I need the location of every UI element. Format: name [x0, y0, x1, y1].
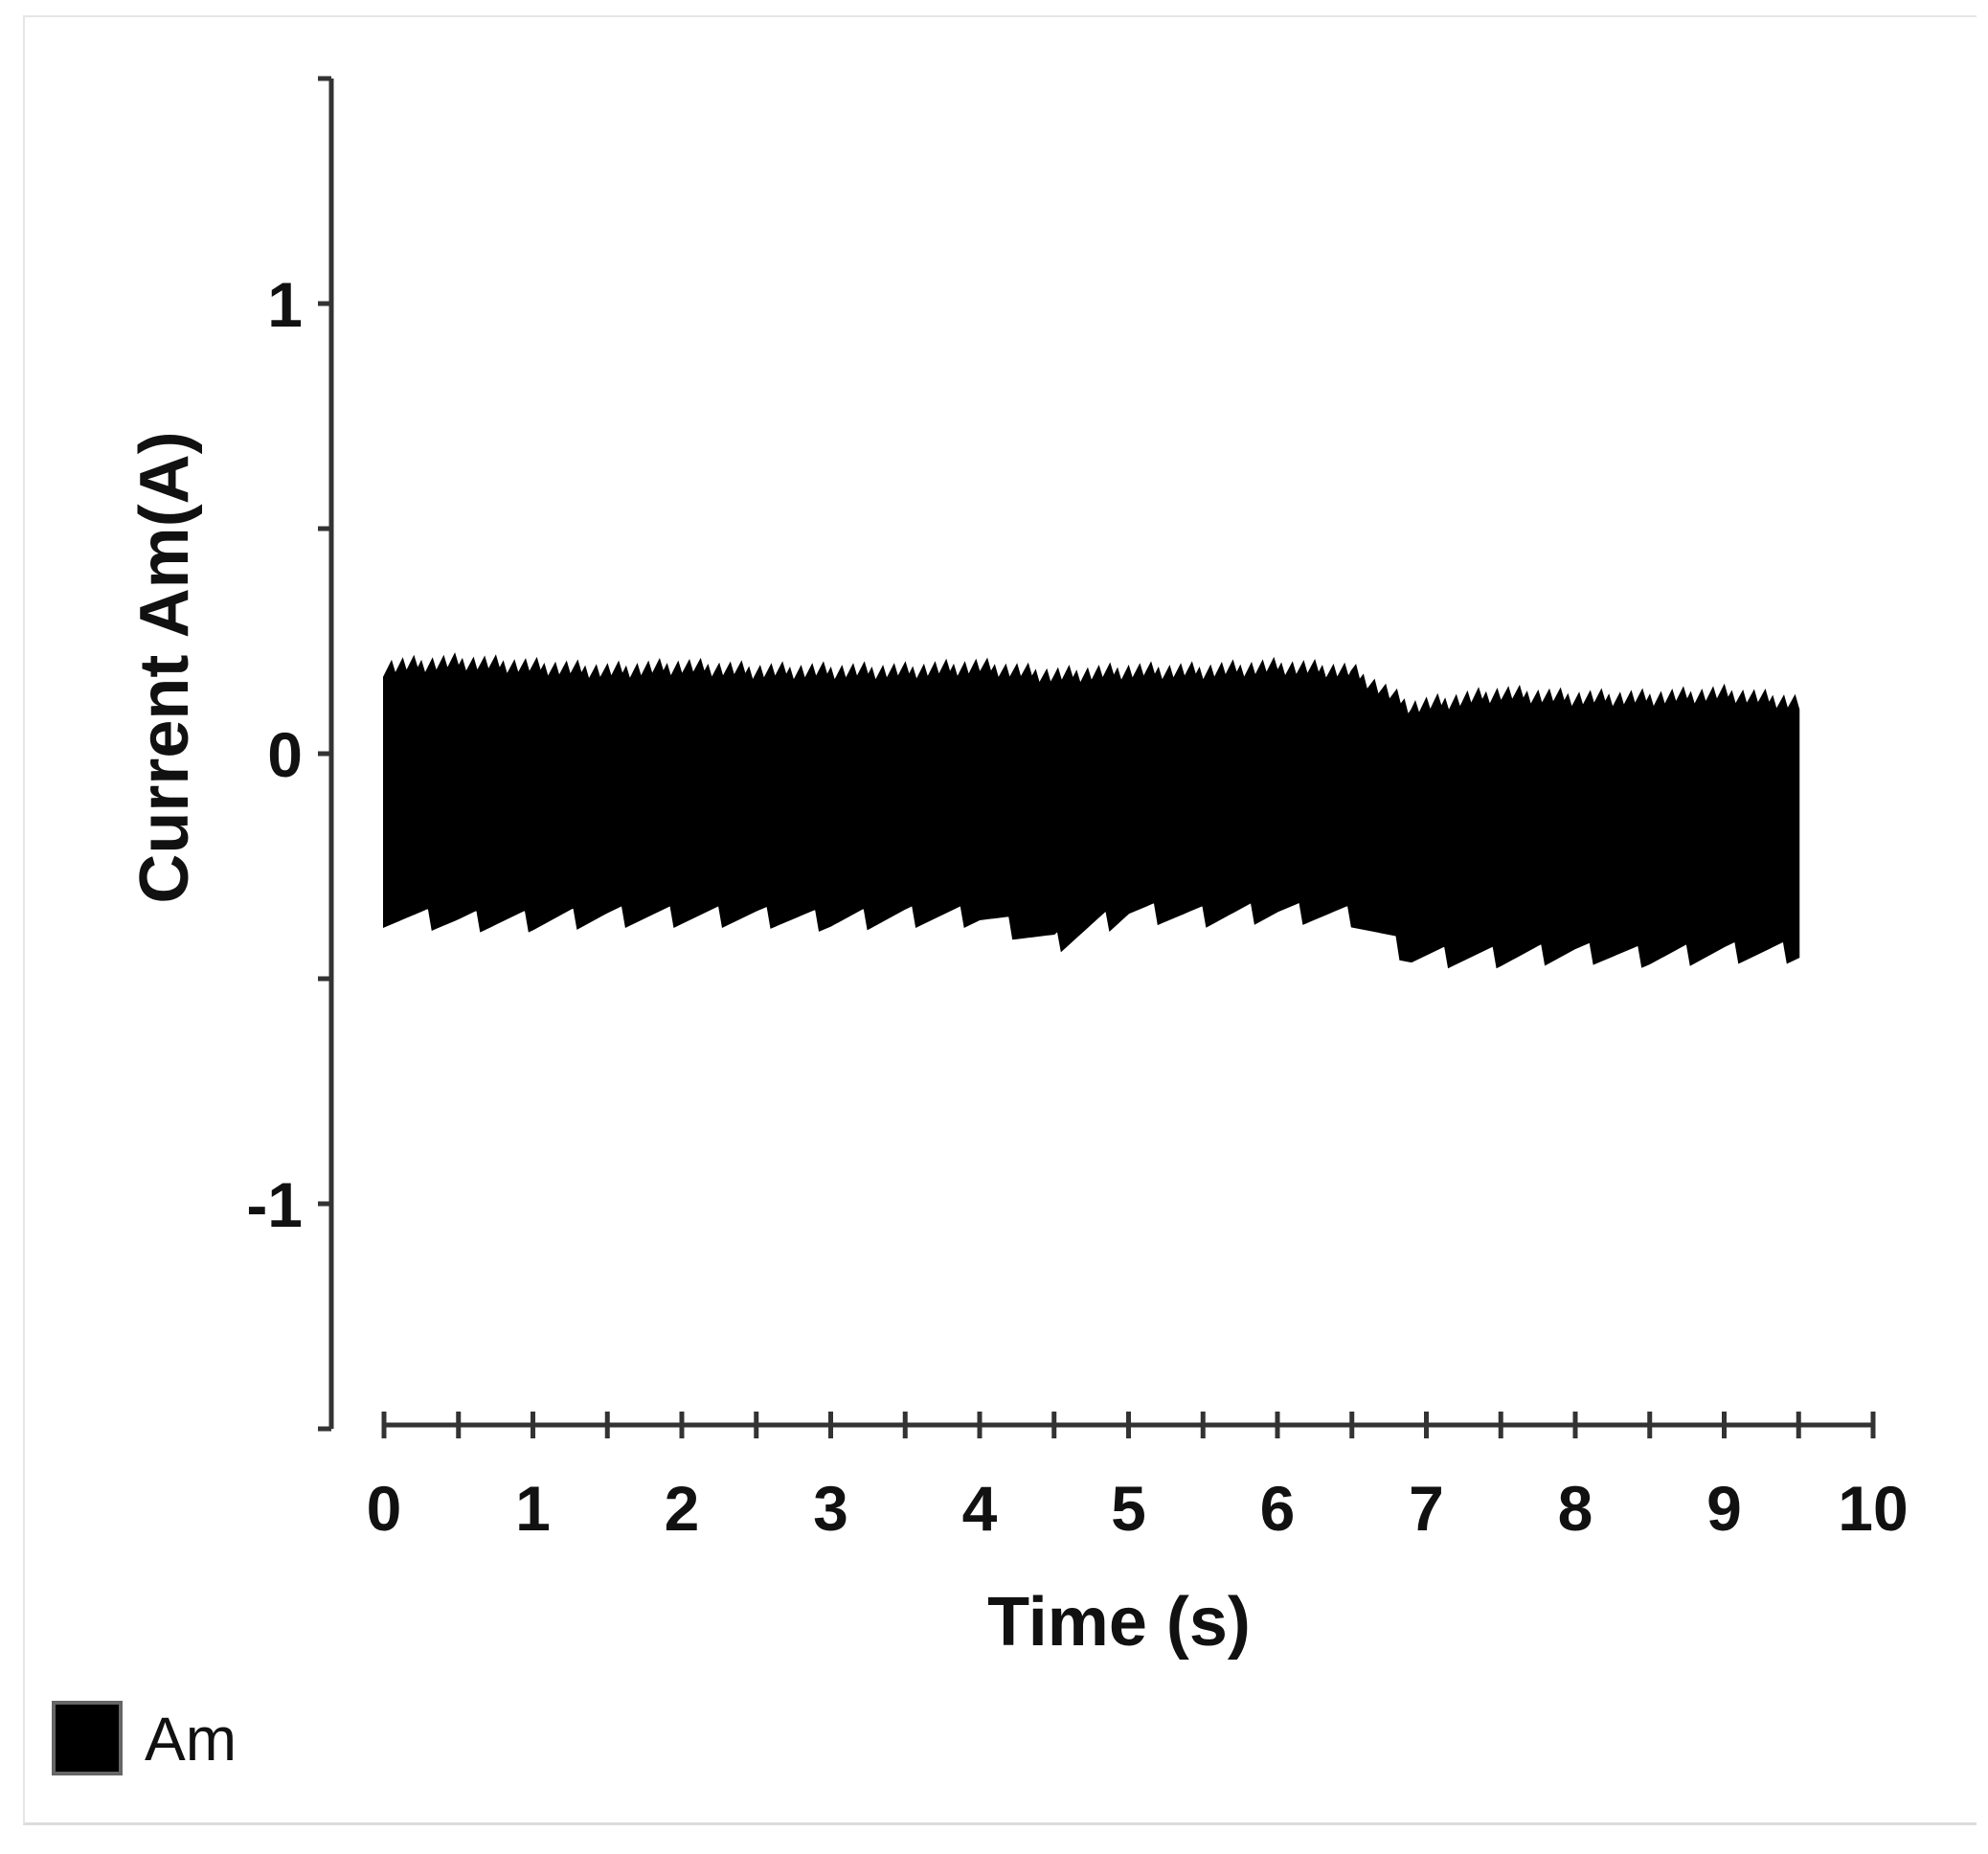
series-am-layer: [383, 652, 1800, 969]
x-tick-label: 3: [813, 1473, 848, 1544]
series-am-band: [383, 652, 1800, 969]
x-tick-label: 9: [1706, 1473, 1742, 1544]
y-tick-label: 0: [267, 719, 303, 790]
x-tick-label: 8: [1558, 1473, 1593, 1544]
x-tick-label: 1: [515, 1473, 551, 1544]
x-tick-label: 5: [1111, 1473, 1146, 1544]
x-tick-label: 2: [665, 1473, 700, 1544]
x-tick-label: 7: [1409, 1473, 1444, 1544]
chart-frame: 1 0 -1 0 1 2 3 4 5 6 7 8 9 10 Time (s) Current Am(A) …: [23, 15, 1977, 1825]
ticks-layer: 10-10 1 2 3 4 5 6 7 8 9 10: [246, 76, 1909, 1544]
x-tick-label: 6: [1260, 1473, 1296, 1544]
y-tick-label: 1: [267, 269, 303, 340]
legend-label-am: Am: [145, 1705, 237, 1774]
current-chart: 10-10 1 2 3 4 5 6 7 8 9 10 Time (s) Current Am(A) …: [52, 76, 1909, 1775]
legend-swatch-am: [52, 1701, 123, 1775]
y-tick-label: -1: [246, 1169, 303, 1240]
x-tick-label: 4: [962, 1473, 998, 1544]
x-axis-label: Time (s): [987, 1584, 1251, 1661]
x-tick-label: 0: [367, 1473, 402, 1544]
x-tick-label: 10: [1838, 1473, 1908, 1544]
legend: Am: [52, 1701, 237, 1775]
y-axis-label: Current Am(A): [126, 431, 203, 903]
